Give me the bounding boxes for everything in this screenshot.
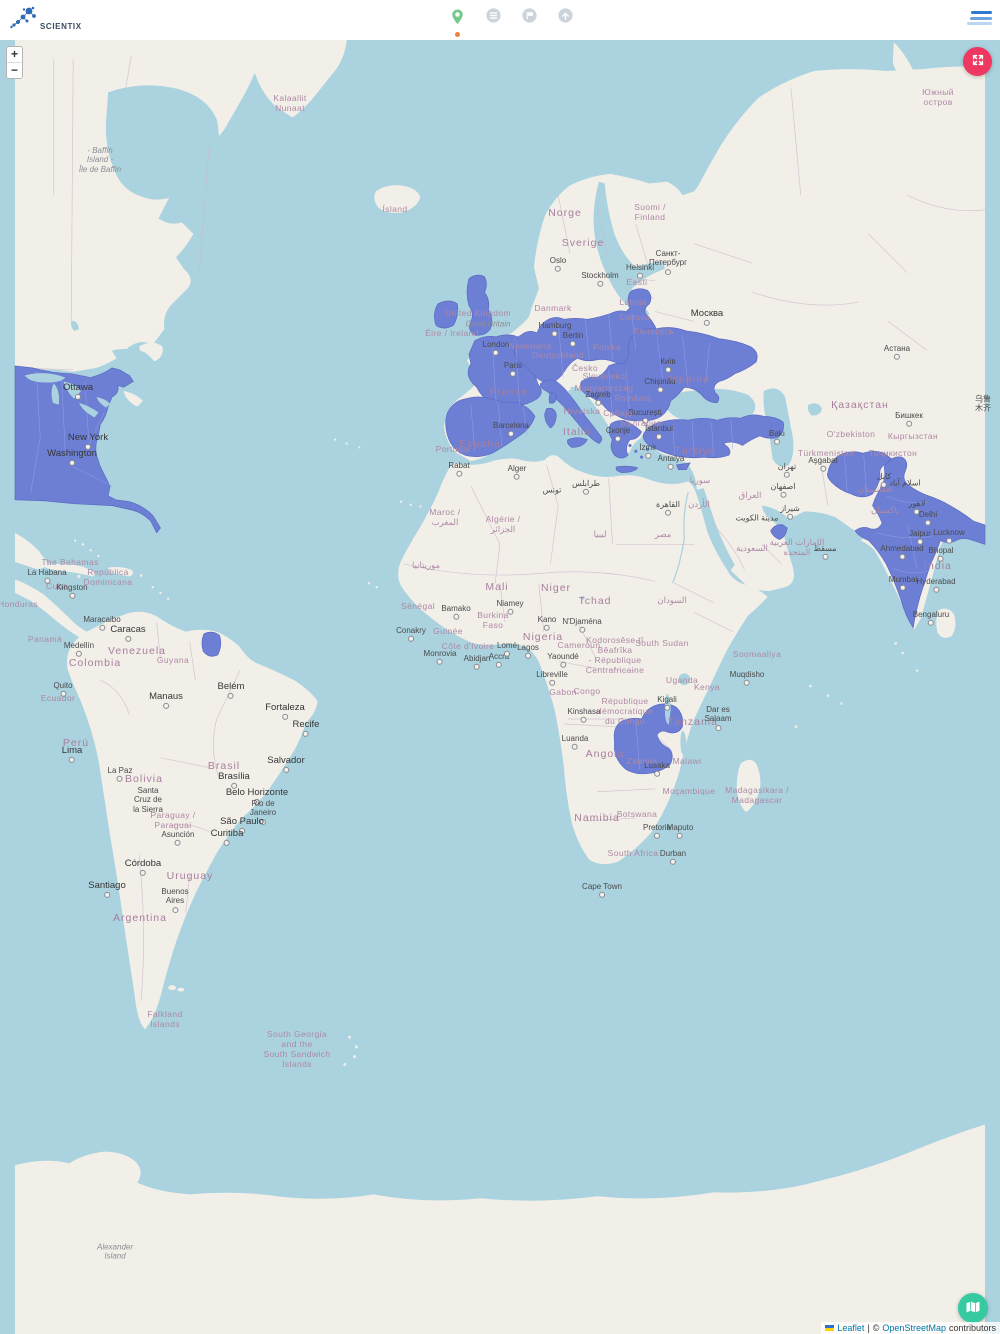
- logo-text: SCIENTIX: [40, 22, 82, 31]
- location-pin-icon: [450, 8, 465, 29]
- zoom-separator: [7, 62, 22, 63]
- nav-flag-button[interactable]: [522, 8, 537, 26]
- expand-button[interactable]: [963, 47, 992, 76]
- lakes: [24, 320, 691, 756]
- map-attribution: Leaflet | © OpenStreetMap contributors: [821, 1322, 1000, 1334]
- openstreetmap-link[interactable]: OpenStreetMap: [882, 1323, 946, 1333]
- active-indicator-dot: [455, 32, 460, 37]
- landmasses: [14, 40, 986, 1334]
- leaflet-link[interactable]: Leaflet: [837, 1323, 865, 1333]
- nav-location-button[interactable]: [450, 8, 465, 37]
- folded-map-icon: [965, 1300, 981, 1317]
- seas-and-bays: [105, 85, 823, 584]
- contributors-text: contributors: [948, 1323, 996, 1333]
- map-canvas: [14, 40, 986, 1334]
- menu-line: [970, 16, 992, 20]
- menu-line: [971, 11, 992, 14]
- scientix-logo[interactable]: SCIENTIX: [10, 4, 82, 35]
- world-map[interactable]: [0, 40, 1000, 1334]
- zoom-in-button[interactable]: +: [7, 47, 22, 62]
- list-icon: [486, 8, 501, 26]
- attribution-separator: |: [867, 1323, 870, 1333]
- zoom-control: + −: [6, 46, 23, 79]
- map-layers-button[interactable]: [958, 1293, 988, 1323]
- arrow-up-icon: [558, 8, 573, 26]
- expand-icon: [971, 53, 985, 70]
- molecule-logo-icon: [10, 4, 38, 35]
- menu-button[interactable]: [967, 11, 992, 25]
- nav-arrow-up-button[interactable]: [558, 8, 573, 26]
- menu-line: [967, 22, 992, 25]
- flag-icon: [522, 8, 537, 26]
- zoom-out-button[interactable]: −: [7, 63, 22, 78]
- ukraine-flag-icon: [825, 1325, 835, 1331]
- top-nav: [450, 8, 573, 37]
- nav-list-button[interactable]: [486, 8, 501, 26]
- copyright-symbol: ©: [872, 1323, 880, 1333]
- header: SCIENTIX: [0, 0, 1000, 40]
- highlighted-countries[interactable]: [14, 274, 986, 775]
